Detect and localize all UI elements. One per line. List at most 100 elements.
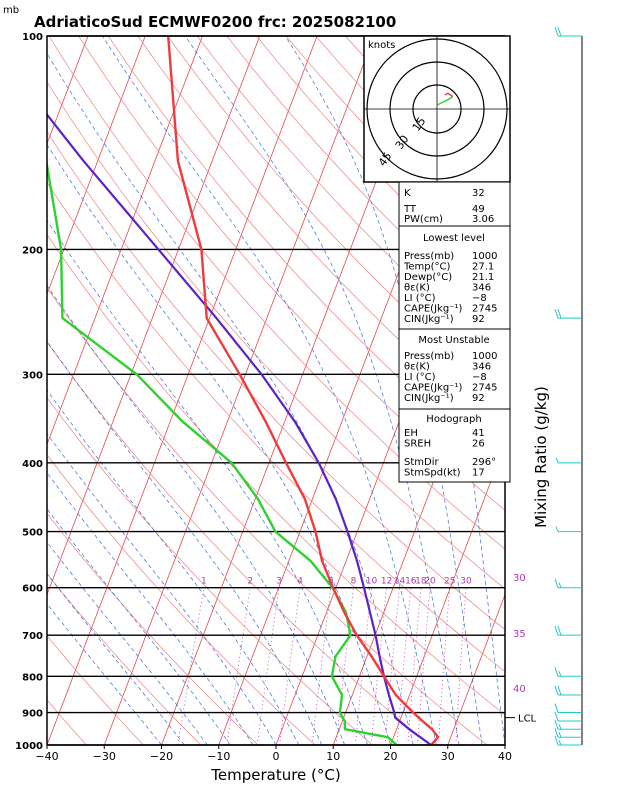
x-tick-label: 0 [273, 750, 280, 763]
hodograph-index-row-label: EH [404, 428, 418, 439]
lowest-level-row-label: θε(K) [404, 283, 430, 294]
moist-adiabat [47, 508, 231, 745]
storm-motion-row-label: StmSpd(kt) [404, 468, 461, 479]
hodograph-trace-low [436, 95, 454, 107]
isotherm-line [447, 593, 505, 745]
pw-label: PW(cm) [404, 214, 443, 225]
wind-barb-flag [554, 728, 559, 738]
k-index-value: 32 [472, 188, 485, 199]
dry-adiabat [108, 36, 505, 473]
y-axis-label-mixing-ratio: Mixing Ratio (g/kg) [532, 386, 550, 528]
tt-index-value: 49 [472, 204, 485, 215]
hodograph-index-row-value: 26 [472, 439, 485, 450]
pressure-tick-label: 900 [22, 709, 43, 720]
pressure-unit-label: mb [3, 5, 19, 16]
wind-barb-flag [554, 711, 559, 722]
x-axis-label: Temperature (°C) [210, 766, 340, 784]
dry-adiabat [47, 454, 316, 745]
mixing-ratio-label: 10 [366, 577, 378, 587]
mixing-ratio-label: 12 [381, 577, 392, 587]
lowest-level-row-value: 92 [472, 314, 485, 325]
mixing-ratio-label: 30 [460, 577, 472, 587]
isotherm-line [47, 36, 203, 446]
hodograph-ring-15 [412, 84, 462, 134]
pressure-tick-label: 200 [22, 245, 43, 256]
lowest-level-row-value: 27.1 [472, 262, 494, 273]
isotherm-line [47, 36, 318, 745]
wind-barb [554, 26, 582, 37]
isotherm-line [47, 36, 89, 145]
lowest-level-row-value: −8 [472, 293, 487, 304]
most-unstable-row-value: 2745 [472, 383, 497, 394]
most-unstable-row-label: Press(mb) [404, 351, 454, 362]
hodograph-units: knots [368, 40, 395, 51]
dry-adiabat [137, 36, 505, 437]
moist-adiabat [47, 573, 185, 745]
x-tick-label: −10 [207, 750, 230, 763]
pressure-tick-label: 400 [22, 459, 43, 470]
storm-motion-row-value: 17 [472, 468, 485, 479]
most-unstable-row-value: 1000 [472, 351, 497, 362]
moist-adiabat [47, 220, 368, 745]
lowest-level-row-label: CIN(Jkg⁻¹) [404, 314, 454, 325]
wind-barb-half-flag [558, 724, 562, 730]
mixing-ratio-line [256, 587, 280, 745]
dry-adiabat [47, 635, 144, 745]
lowest-level-row-value: 21.1 [472, 272, 494, 283]
tt-index-label: TT [403, 204, 417, 215]
wind-barb-half-flag [558, 671, 562, 677]
moist-adiabat [47, 52, 414, 745]
wind-barb-flag [554, 626, 559, 636]
storm-motion-row-label: StmDir [404, 457, 439, 468]
x-tick-label: −40 [35, 750, 58, 763]
wind-barb [555, 526, 582, 533]
wind-barb-half-flag [558, 739, 562, 746]
wind-barb-flag [557, 26, 562, 37]
lowest-level-row-value: 1000 [472, 251, 497, 262]
wind-barb-half-flag [555, 526, 559, 532]
most-unstable-row-value: 346 [472, 362, 491, 373]
lowest-level-row-label: LI (°C) [404, 293, 436, 304]
indices-panel-frame [398, 181, 511, 483]
x-tick-label: 20 [384, 750, 398, 763]
parcel-path-line [47, 112, 432, 745]
dewpoint-profile-line [47, 115, 398, 745]
hodograph-indices-section [398, 408, 511, 483]
dry-adiabat [47, 341, 430, 745]
pressure-tick-label: 100 [22, 32, 43, 43]
pressure-tick-label: 800 [22, 672, 43, 683]
wind-barb-half-flag [558, 732, 562, 738]
pressure-tick-label: 300 [22, 370, 43, 381]
lowest-level-row-label: Press(mb) [404, 251, 454, 262]
x-tick-label: 10 [326, 750, 340, 763]
hodograph-index-row-value: 41 [472, 428, 485, 439]
hodograph-indices-rows: EH 41 SREH 26 StmDir 296° StmSpd(kt) 17 [404, 428, 496, 479]
hodograph-trace-high [444, 92, 454, 98]
pw-value: 3.06 [472, 214, 494, 225]
wind-barb-half-flag [555, 457, 559, 464]
dry-adiabat [47, 397, 373, 745]
hodograph-ring-45 [366, 38, 508, 180]
mixing-ratio-line [438, 587, 451, 745]
mixing-ratio-line [311, 587, 332, 745]
wind-barb [555, 457, 582, 464]
most-unstable-row-label: CAPE(Jkg⁻¹) [404, 383, 462, 394]
lowest-level-rows: Press(mb) 1000 Temp(°C) 27.1 Dewp(°C) 21.1 θε(… [403, 251, 497, 325]
mixing-ratio-label: 25 [444, 577, 455, 587]
most-unstable-title: Most Unstable [418, 335, 489, 346]
isotherm-line [390, 443, 505, 745]
dry-adiabat [78, 36, 505, 511]
pressure-tick-label: 1000 [15, 741, 43, 752]
wind-barb [554, 626, 582, 636]
mixing-ratio-line [177, 587, 205, 745]
moist-adiabat [184, 36, 460, 745]
mixing-ratio-line [226, 587, 251, 745]
mixing-ratio-label: 4 [297, 577, 303, 587]
lowest-level-row-value: 2745 [472, 304, 497, 315]
pressure-tick-label: 500 [22, 528, 43, 539]
x-tick-label: −30 [93, 750, 116, 763]
isotherm-line [47, 36, 146, 296]
theta-e-label: 30 [513, 573, 526, 584]
dry-adiabat [47, 699, 87, 745]
